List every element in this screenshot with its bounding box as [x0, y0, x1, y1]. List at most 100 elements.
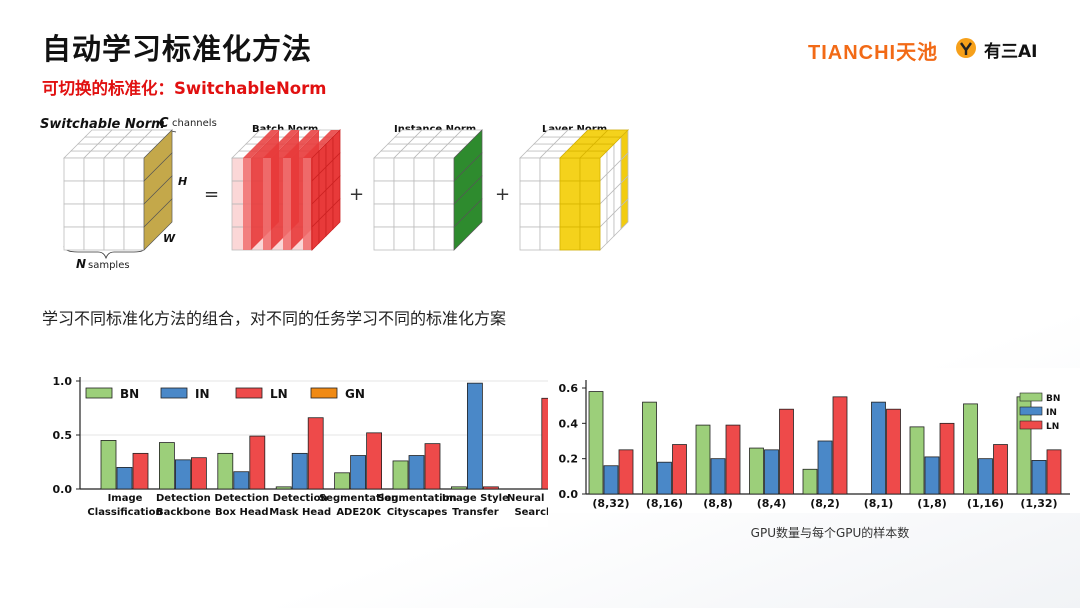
cube-front-cell — [393, 180, 415, 205]
x-tick-label: Image — [108, 493, 143, 504]
bar-in — [978, 458, 993, 495]
instance-norm-label: Instance Norm — [394, 124, 476, 135]
cube-front-cell — [539, 180, 561, 205]
cube-front-cell — [413, 157, 435, 182]
x-tick-label: Mask Head — [269, 507, 331, 518]
cube-front-cell — [433, 226, 455, 251]
bar-ln — [832, 396, 848, 495]
bar-ln — [482, 486, 499, 490]
x-tick-label: Segmentation — [319, 493, 398, 504]
h-label: H — [178, 175, 187, 188]
layer-norm-cube — [519, 129, 629, 251]
bar-ln — [541, 397, 548, 490]
x-tick-label: Cityscapes — [387, 507, 448, 518]
x-tick-label: Classification — [87, 507, 162, 518]
bar-ln — [307, 417, 324, 490]
bar-bn — [963, 403, 978, 495]
bar-ln — [249, 435, 266, 490]
cube-front-cell — [373, 203, 395, 228]
x-tick-label: ADE20K — [336, 507, 382, 518]
layer-norm-label: Layer Norm — [542, 124, 607, 135]
legend: BN IN LN — [1019, 392, 1060, 432]
cube-front-cell — [413, 180, 435, 205]
cube-front-cell — [103, 157, 125, 182]
x-tick-label: Backbone — [156, 507, 211, 518]
bar-in — [603, 465, 619, 495]
switchable-norm-cube — [63, 129, 173, 251]
ln-front-cell — [579, 180, 601, 205]
x-tick-label: Detection — [156, 493, 211, 504]
x-tick-label: (8,4) — [757, 497, 787, 510]
x-tick-label: Detection — [214, 493, 269, 504]
bar-in — [924, 456, 940, 495]
bar-ln — [886, 408, 901, 495]
legend-swatch-ln — [1019, 420, 1043, 430]
x-tick-label: (8,32) — [592, 497, 629, 510]
brand-logos: TIANCHI天池 有三AI — [808, 34, 1048, 66]
bar-in — [174, 459, 191, 490]
cube-front-cell — [63, 226, 85, 251]
bar-ln — [1046, 449, 1062, 495]
legend-swatch-ln — [235, 387, 263, 399]
instance-norm-cube — [373, 129, 483, 251]
bar-bn — [217, 452, 234, 490]
bar-in — [116, 467, 133, 490]
bar-ln — [132, 452, 149, 490]
bar-ln — [779, 408, 794, 495]
bar-in — [871, 401, 886, 495]
bar-bn — [334, 472, 351, 490]
bar-in — [466, 382, 483, 490]
bn-slice-front — [243, 158, 251, 250]
cube-front-cell — [83, 157, 105, 182]
cube-front-cell — [433, 180, 455, 205]
ln-front-cell — [559, 157, 581, 182]
bn-slice-top — [263, 130, 299, 158]
bn-slice-front — [303, 158, 311, 250]
cube-front-cell — [413, 226, 435, 251]
bar-bn — [450, 486, 467, 490]
ln-front-cell — [579, 226, 601, 251]
bar-bn — [695, 424, 711, 495]
x-tick-label: (8,16) — [646, 497, 683, 510]
cube-front-cell — [373, 157, 395, 182]
ln-front-cell — [559, 226, 581, 251]
w-label: W — [163, 232, 176, 245]
cube-front-cell — [83, 180, 105, 205]
cube-front-cell — [373, 226, 395, 251]
bar-in — [233, 471, 250, 490]
legend-label-gn: GN — [345, 387, 365, 401]
cube-front-cell — [539, 226, 561, 251]
bar-bn — [275, 486, 292, 490]
x-tick-label: Search — [514, 507, 548, 518]
legend-label-bn: BN — [1046, 394, 1060, 404]
cube-front-cell — [123, 157, 145, 182]
legend-label-in: IN — [195, 387, 210, 401]
highlight-side-cell — [143, 198, 173, 251]
cube-front-cell — [519, 226, 541, 251]
bar-ln — [618, 449, 634, 495]
tianchi-logo: TIANCHI天池 — [808, 36, 938, 65]
bar-in — [710, 458, 726, 495]
n-label: N — [76, 257, 86, 271]
cube-front-cell — [433, 157, 455, 182]
x-tick-label: Image Style — [442, 493, 509, 504]
bn-slice-top — [283, 130, 319, 158]
bar-bn — [909, 426, 925, 495]
ln-front-cell — [579, 157, 601, 182]
bar-ln — [424, 443, 441, 490]
x-tick-label: Neural Ar — [507, 493, 548, 504]
bar-bn — [642, 401, 657, 495]
ln-top-cell — [600, 129, 629, 138]
task-normalization-chart: 0.00.51.0ImageClassificationDetectionBac… — [38, 367, 548, 527]
bar-bn — [392, 460, 409, 490]
bar-bn — [802, 468, 818, 495]
cube-side-cell — [620, 198, 629, 230]
legend-swatch-bn — [85, 387, 113, 399]
bar-in — [291, 452, 308, 490]
x-tick-label: (1,8) — [917, 497, 947, 510]
plus-sign-2: + — [495, 184, 510, 205]
cube-front-cell — [103, 226, 125, 251]
cube-front-cell — [433, 203, 455, 228]
cube-front-cell — [393, 203, 415, 228]
bar-ln — [939, 422, 955, 495]
